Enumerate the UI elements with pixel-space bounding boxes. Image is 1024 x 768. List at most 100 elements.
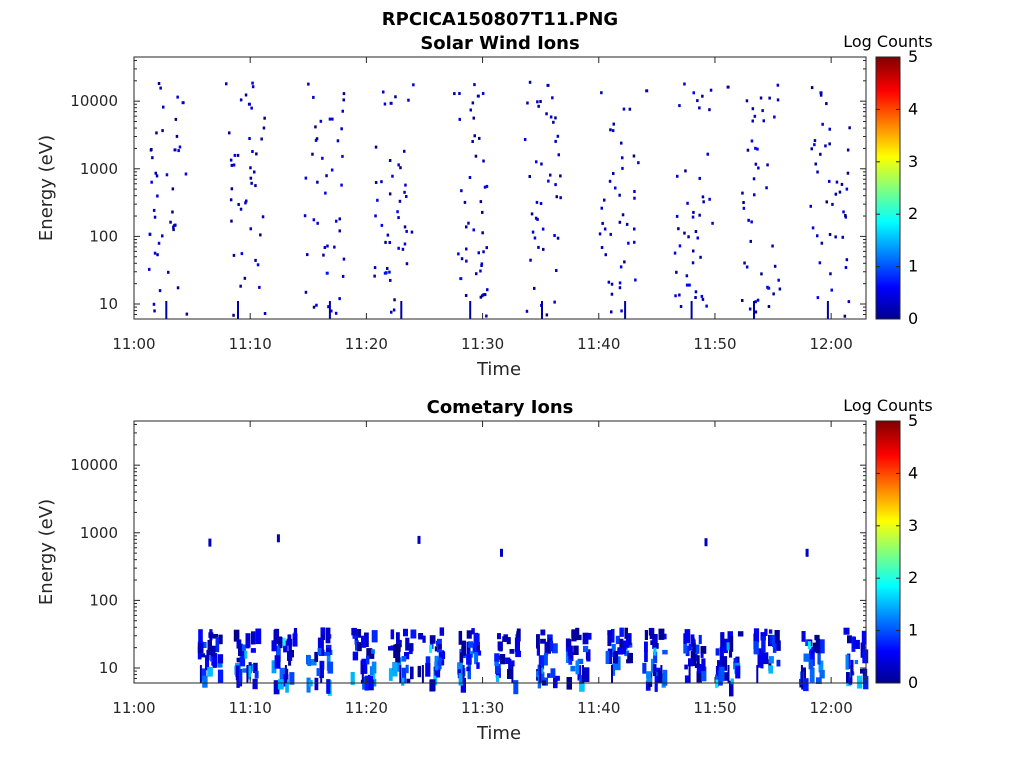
- data-pixel: [655, 643, 659, 649]
- data-pixel: [285, 679, 289, 693]
- data-pixel: [610, 282, 614, 286]
- data-pixel: [816, 677, 822, 684]
- data-pixel: [185, 312, 189, 316]
- y-tick-label: 100: [89, 591, 118, 609]
- data-pixel: [178, 145, 182, 149]
- data-pixel: [364, 632, 369, 647]
- data-pixel: [582, 665, 584, 683]
- data-pixel: [752, 177, 756, 181]
- data-pixel: [709, 88, 713, 92]
- data-pixel: [607, 280, 611, 284]
- data-point: [704, 538, 708, 547]
- data-pixel: [625, 222, 629, 226]
- axes-frame: [133, 56, 867, 320]
- data-pixel: [154, 171, 157, 175]
- data-pixel: [747, 218, 750, 222]
- data-pixel: [152, 208, 156, 212]
- data-pixel: [244, 201, 247, 205]
- data-pixel: [481, 294, 484, 298]
- data-pixel: [401, 667, 407, 683]
- data-pixel: [829, 272, 832, 276]
- data-pixel: [644, 651, 648, 663]
- data-pixel: [696, 655, 700, 665]
- data-pixel: [260, 137, 263, 141]
- colorbar-tick-label: 0: [908, 309, 918, 328]
- data-pixel: [539, 100, 542, 103]
- data-pixel: [401, 677, 405, 686]
- data-pixel: [715, 679, 719, 689]
- data-pixel: [526, 101, 529, 105]
- data-pixel: [515, 650, 521, 658]
- data-pixel: [701, 297, 705, 301]
- data-pixel: [579, 678, 585, 692]
- data-pixel: [217, 654, 224, 664]
- data-pixel: [251, 81, 254, 85]
- colorbar-label: Log Counts: [843, 396, 933, 415]
- data-pixel: [705, 304, 708, 308]
- data-pixel: [232, 313, 235, 317]
- data-pixel: [816, 296, 820, 300]
- data-pixel: [776, 83, 780, 87]
- data-pixel: [553, 234, 556, 237]
- data-pixel: [251, 85, 255, 89]
- data-pixel: [607, 648, 613, 664]
- data-pixel: [741, 191, 744, 195]
- data-point: [767, 286, 771, 290]
- data-pixel: [575, 627, 580, 637]
- data-pixel: [312, 218, 316, 222]
- data-pixel: [724, 672, 730, 681]
- data-pixel: [477, 251, 480, 255]
- data-pixel: [746, 148, 750, 152]
- data-pixel: [644, 641, 648, 652]
- data-pixel: [465, 225, 468, 229]
- data-pixel: [327, 305, 330, 309]
- data-pixel: [485, 314, 488, 318]
- data-pixel: [533, 286, 536, 290]
- data-pixel: [815, 638, 821, 654]
- data-pixel: [217, 662, 223, 668]
- data-pixel: [813, 143, 816, 147]
- data-pixel: [611, 663, 616, 676]
- data-pixel: [498, 655, 504, 660]
- data-pixel: [439, 651, 446, 659]
- data-pixel: [754, 300, 757, 304]
- colorbar-tick-label: 4: [908, 99, 918, 118]
- data-pixel: [271, 640, 277, 652]
- colorbar-tick-label: 2: [908, 204, 918, 223]
- data-pixel: [396, 632, 400, 646]
- data-pixel: [586, 649, 591, 662]
- data-pixel: [626, 659, 631, 664]
- data-pixel: [700, 653, 704, 658]
- data-pixel: [620, 141, 623, 145]
- data-pixel: [778, 287, 782, 291]
- data-pixel: [754, 162, 758, 166]
- data-pixel: [398, 199, 402, 203]
- data-pixel: [683, 644, 688, 654]
- data-pixel: [573, 645, 579, 655]
- data-pixel: [462, 665, 465, 683]
- data-pixel: [361, 658, 368, 674]
- data-pixel: [384, 240, 387, 244]
- data-pixel: [388, 241, 391, 244]
- data-pixel: [277, 679, 284, 690]
- data-pixel: [802, 667, 806, 682]
- data-pixel: [692, 249, 695, 253]
- data-point: [546, 83, 550, 87]
- data-pixel: [161, 129, 164, 133]
- panel-cometary-ions: 11:00 11:10 11:20 11:30 11:40 11:50 12:0010100…: [36, 396, 933, 744]
- data-pixel: [686, 201, 689, 205]
- data-pixel: [621, 156, 624, 160]
- data-point: [685, 283, 689, 287]
- data-pixel: [711, 221, 714, 225]
- data-pixel: [407, 98, 410, 102]
- data-pixel: [854, 660, 859, 665]
- data-pixel: [212, 653, 218, 668]
- x-axis-label: Time: [476, 359, 521, 380]
- data-pixel: [760, 632, 766, 641]
- data-pixel: [855, 639, 860, 649]
- data-pixel: [496, 675, 499, 682]
- data-pixel: [692, 91, 695, 95]
- data-pixel: [760, 657, 764, 669]
- data-pixel: [244, 93, 248, 97]
- data-pixel: [403, 628, 408, 637]
